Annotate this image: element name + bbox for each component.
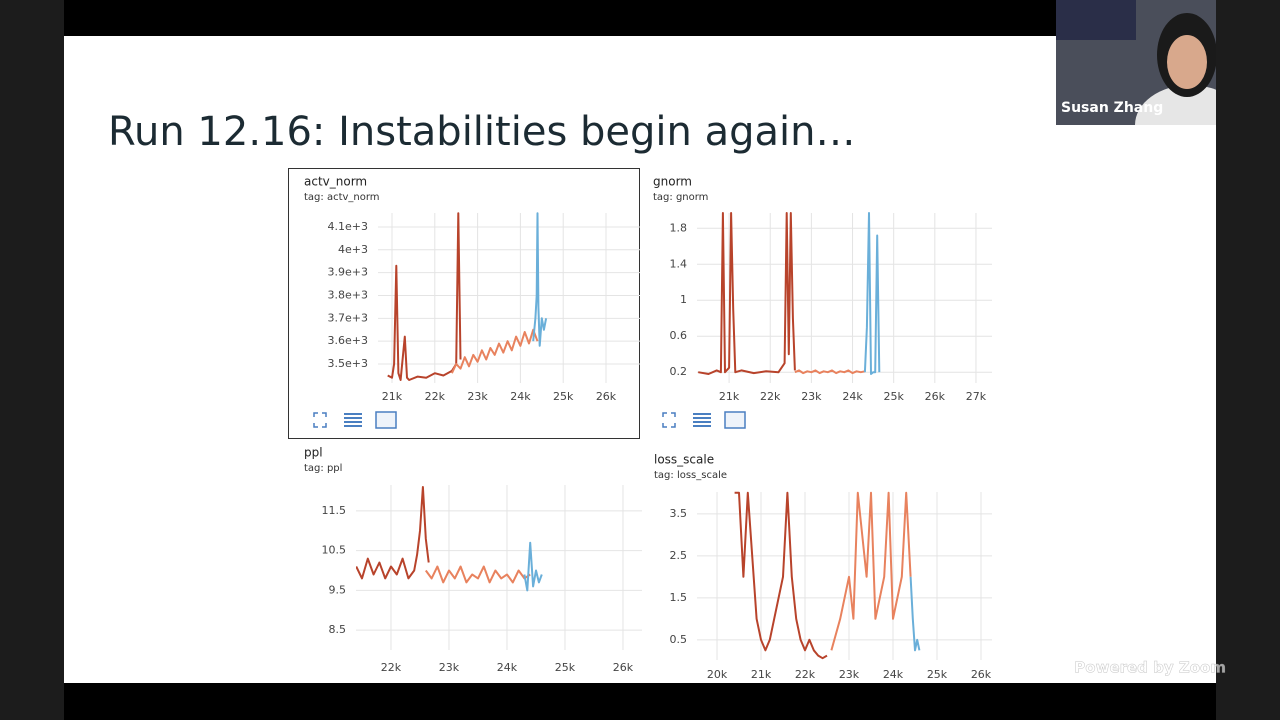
- series-line: [909, 576, 921, 652]
- x-tick-label: 21k: [751, 668, 772, 681]
- series-line: [450, 328, 539, 374]
- fullscreen-button[interactable]: [313, 412, 327, 428]
- series-line: [794, 369, 866, 375]
- series-line: [830, 491, 912, 651]
- x-tick-label: 24k: [510, 390, 531, 403]
- fit-button[interactable]: [724, 411, 746, 429]
- participant-name: Susan Zhang: [1061, 100, 1163, 116]
- x-tick-label: 25k: [883, 390, 904, 403]
- y-tick-label: 3.9e+3: [328, 266, 368, 279]
- fullscreen-button[interactable]: [662, 412, 676, 428]
- y-tick-label: 1.8: [670, 221, 688, 234]
- chart-subtitle: tag: loss_scale: [654, 470, 727, 481]
- x-tick-label: 23k: [467, 390, 488, 403]
- chart-subtitle: tag: actv_norm: [304, 192, 380, 203]
- person-face: [1167, 35, 1207, 89]
- x-tick-label: 22k: [795, 668, 816, 681]
- x-tick-label: 25k: [927, 668, 948, 681]
- y-tick-label: 8.5: [329, 623, 347, 636]
- y-tick-label: 1.5: [670, 591, 688, 604]
- y-tick-label: 3.8e+3: [328, 288, 368, 301]
- y-tick-label: 9.5: [329, 583, 347, 596]
- video-window: [1056, 0, 1136, 40]
- y-tick-label: 3.7e+3: [328, 311, 368, 324]
- y-tick-label: 3.6e+3: [328, 334, 368, 347]
- y-tick-label: 1.4: [670, 257, 688, 270]
- x-tick-label: 25k: [553, 390, 574, 403]
- x-tick-label: 26k: [613, 661, 634, 674]
- x-tick-label: 26k: [925, 390, 946, 403]
- x-tick-label: 22k: [425, 390, 446, 403]
- x-tick-label: 22k: [760, 390, 781, 403]
- series-line: [863, 212, 881, 375]
- x-tick-label: 21k: [382, 390, 403, 403]
- selected-card[interactable]: [288, 168, 640, 439]
- video-tile: [1056, 0, 1216, 125]
- x-tick-label: 24k: [842, 390, 863, 403]
- x-tick-label: 24k: [497, 661, 518, 674]
- y-tick-label: 10.5: [322, 544, 347, 557]
- data-button[interactable]: [344, 413, 362, 427]
- x-tick-label: 24k: [883, 668, 904, 681]
- x-tick-label: 23k: [839, 668, 860, 681]
- y-tick-label: 0.2: [670, 365, 688, 378]
- x-tick-label: 26k: [596, 390, 617, 403]
- x-tick-label: 23k: [439, 661, 460, 674]
- series-line: [698, 212, 796, 375]
- series-line: [424, 565, 531, 584]
- series-line: [356, 486, 430, 580]
- side-bar: [1216, 0, 1280, 720]
- x-tick-label: 27k: [966, 390, 987, 403]
- chart-title: loss_scale: [654, 453, 714, 467]
- data-button[interactable]: [693, 413, 711, 427]
- x-tick-label: 25k: [555, 661, 576, 674]
- x-tick-label: 22k: [381, 661, 402, 674]
- series-line: [523, 541, 543, 592]
- x-tick-label: 23k: [801, 390, 822, 403]
- y-tick-label: 1: [680, 293, 687, 306]
- card-toolbar: [313, 411, 746, 429]
- y-tick-label: 4.1e+3: [328, 220, 368, 233]
- chart-subtitle: tag: gnorm: [653, 192, 708, 203]
- series-line: [734, 491, 828, 660]
- x-tick-label: 20k: [707, 668, 728, 681]
- y-tick-label: 11.5: [322, 504, 347, 517]
- watermark: Powered by Zoom: [1074, 659, 1226, 677]
- fit-button[interactable]: [375, 411, 397, 429]
- x-tick-label: 26k: [971, 668, 992, 681]
- y-tick-label: 3.5: [670, 507, 688, 520]
- y-tick-label: 3.5e+3: [328, 357, 368, 370]
- y-tick-label: 4e+3: [338, 243, 368, 256]
- chart-title: ppl: [304, 446, 323, 460]
- chart-subtitle: tag: ppl: [304, 463, 342, 474]
- chart-title: actv_norm: [304, 175, 367, 189]
- chart-title: gnorm: [653, 175, 692, 189]
- y-tick-label: 0.6: [670, 329, 688, 342]
- series-line: [532, 212, 548, 347]
- x-tick-label: 21k: [719, 390, 740, 403]
- y-tick-label: 0.5: [670, 633, 688, 646]
- side-bar: [0, 0, 64, 720]
- slide-title: Run 12.16: Instabilities begin again…: [108, 109, 855, 155]
- y-tick-label: 2.5: [670, 549, 688, 562]
